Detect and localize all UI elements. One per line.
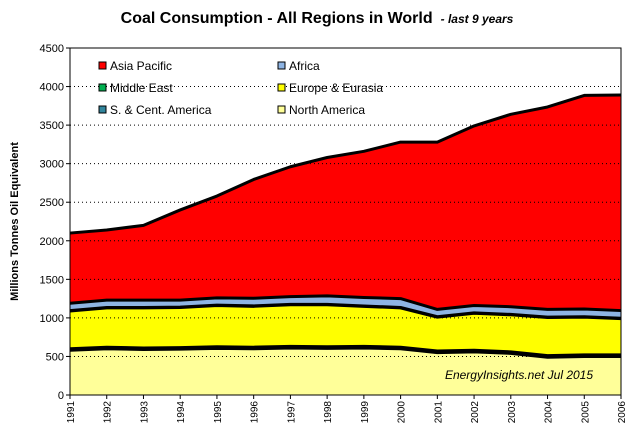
legend-swatch <box>98 61 107 70</box>
area-asia-pacific <box>70 95 621 311</box>
y-axis-ticks: 0 500 1000 1500 2000 2500 3000 3500 4000 4500 <box>40 43 70 402</box>
x-tick-label: 2001 <box>433 401 444 424</box>
legend-item-middle-east: Middle East <box>98 81 173 95</box>
outline-middle-east <box>69 302 622 320</box>
legend-swatch <box>277 83 286 92</box>
y-tick-label: 0 <box>58 390 64 402</box>
legend-label: Africa <box>289 59 320 73</box>
legend-swatch <box>98 83 107 92</box>
y-tick-label: 500 <box>46 351 64 363</box>
x-tick-label: 2000 <box>397 401 408 424</box>
chart-annotation: EnergyInsights.net Jul 2015 <box>445 368 593 382</box>
legend-swatch <box>277 61 286 70</box>
plot-border <box>69 47 622 396</box>
x-tick-label: 1997 <box>286 401 297 424</box>
legend-item-s-cent-america: S. & Cent. America <box>98 103 212 117</box>
x-tick-label: 1992 <box>103 401 114 424</box>
x-tick-label: 1994 <box>176 401 187 424</box>
y-tick-label: 3500 <box>40 120 64 132</box>
area-europe-eurasia <box>70 304 621 356</box>
legend-item-africa: Africa <box>277 59 320 73</box>
x-tick-label: 2006 <box>617 401 628 424</box>
outline-africa <box>69 294 622 313</box>
x-tick-label: 2005 <box>580 401 591 424</box>
legend-item-north-america: North America <box>277 103 365 117</box>
outline-north-america <box>69 346 621 359</box>
legend-swatch <box>277 105 286 114</box>
x-tick-label: 2003 <box>507 401 518 424</box>
y-axis-label: Millions Tonnes Oil Equivalent <box>9 142 21 301</box>
y-tick-label: 1500 <box>40 274 64 286</box>
area-north-america <box>70 347 621 395</box>
chart-title-row: Coal Consumption - All Regions in World -… <box>0 10 634 28</box>
x-tick-label: 2004 <box>544 401 555 424</box>
chart-subtitle: - last 9 years <box>440 12 514 26</box>
x-tick-label: 1991 <box>66 401 77 424</box>
legend-label: Europe & Eurasia <box>289 81 383 95</box>
y-tick-label: 2000 <box>40 236 64 248</box>
legend-item-asia-pacific: Asia Pacific <box>98 59 172 73</box>
x-axis-ticks: 1991 1992 1993 1994 1995 1996 1997 1998 1999 2000… <box>66 395 628 423</box>
y-tick-label: 4000 <box>40 82 64 94</box>
outline-asia-pacific <box>69 93 622 235</box>
y-tick-label: 3000 <box>40 159 64 171</box>
legend-label: Asia Pacific <box>110 59 172 73</box>
legend-label: Middle East <box>110 81 173 95</box>
y-tick-label: 4500 <box>40 43 64 55</box>
legend-label: North America <box>289 103 365 117</box>
outline-s-cent-america <box>69 344 621 358</box>
legend-swatch <box>98 105 107 114</box>
legend-label: S. & Cent. America <box>110 103 212 117</box>
legend: Asia Pacific Africa Middle East Europe & Eu… <box>98 59 383 117</box>
chart-title: Coal Consumption - All Regions in World <box>120 10 433 27</box>
y-tick-label: 1000 <box>40 313 64 325</box>
series-outlines <box>69 93 622 359</box>
x-tick-label: 1999 <box>360 401 371 424</box>
x-tick-label: 2002 <box>470 401 481 424</box>
y-tick-label: 2500 <box>40 197 64 209</box>
x-tick-label: 1996 <box>250 401 261 424</box>
x-tick-label: 1993 <box>139 401 150 424</box>
x-tick-label: 1995 <box>213 401 224 424</box>
x-tick-label: 1998 <box>323 401 334 424</box>
legend-item-europe-eurasia: Europe & Eurasia <box>277 81 383 95</box>
